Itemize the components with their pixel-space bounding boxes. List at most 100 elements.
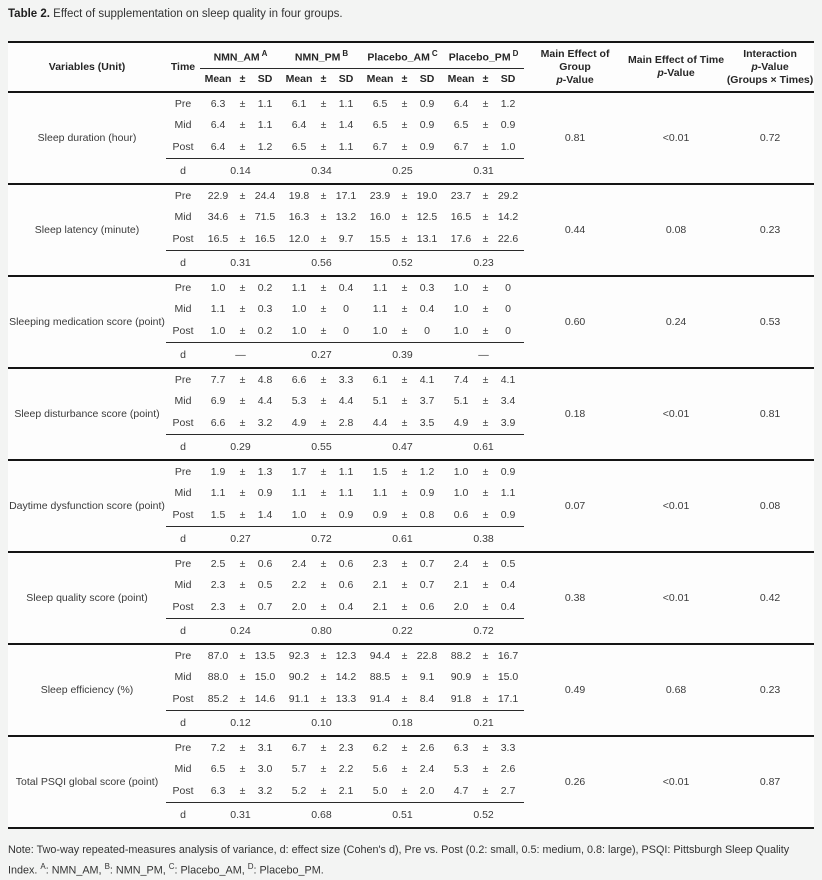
group-superscript: C (431, 48, 438, 58)
header-row-groups: Variables (Unit) Time NMN_AM A NMN_PM B Pl… (8, 42, 815, 93)
sd-value: 3.5 (411, 412, 444, 435)
sd-value: 3.1 (257, 741, 273, 754)
col-header-plus-minus: ± (317, 68, 331, 93)
plus-minus-symbol: ± (482, 579, 489, 591)
plus-minus-symbol: ± (320, 303, 327, 315)
col-header-plus-minus: ± (398, 68, 412, 93)
mean-value: 23.9 (369, 189, 391, 202)
col-header-mean: Mean (281, 68, 318, 93)
p-value-group: 0.26 (524, 736, 627, 829)
plus-minus-symbol: ± (320, 465, 327, 478)
effect-size-label: d (166, 434, 200, 461)
effect-size-value: 0.21 (443, 710, 525, 737)
p-value-group: 0.07 (524, 460, 627, 553)
p-value-group: 0.49 (524, 644, 627, 737)
sd-value: 0.4 (338, 281, 354, 294)
sd-value: 1.2 (249, 136, 282, 159)
sd-value: 3.3 (338, 373, 354, 386)
mean-value: 88.5 (369, 671, 391, 683)
sd-value: 16.7 (497, 649, 519, 662)
mean-value: 6.6 (291, 373, 307, 386)
mean-value: 2.3 (372, 557, 388, 570)
sd-value: 3.2 (249, 412, 282, 435)
sd-value: 0.9 (419, 119, 435, 131)
plus-minus-symbol: ± (320, 189, 327, 202)
variable-name: Sleep duration (hour) (8, 92, 166, 185)
measure-row: Sleep latency (minute) Pre 22.9 ±24.4 19.8 ±1… (8, 184, 815, 277)
p-value-interaction: 0.08 (726, 460, 815, 553)
plus-minus-symbol: ± (482, 119, 489, 131)
plus-minus-symbol: ± (317, 688, 331, 711)
mean-value: 5.0 (362, 780, 399, 803)
sd-value: 1.1 (257, 119, 273, 131)
effect-size-value: 0.55 (281, 434, 363, 461)
effect-size-label: d (166, 158, 200, 185)
plus-minus-symbol: ± (239, 395, 246, 407)
sd-value: 15.0 (497, 671, 519, 683)
p-value-group: 0.38 (524, 552, 627, 645)
mean-value: 85.2 (200, 688, 236, 711)
sd-value: 19.0 (416, 189, 438, 202)
sd-value: 0.9 (419, 487, 435, 499)
measure-row: Post 6.4 ±1.2 6.5 ±1.1 6.7 ±0.9 6.7 ±1.0 (8, 136, 814, 159)
sd-value: 16.5 (249, 228, 282, 251)
mean-value: 1.0 (453, 303, 469, 315)
plus-minus-symbol: ± (320, 395, 327, 407)
col-header-group-placebo-pm: Placebo_PM D (443, 42, 525, 69)
table-body: Sleep duration (hour) Pre 6.3 ±1.1 6.1 ±1.1 6.… (8, 92, 815, 829)
plus-minus-symbol: ± (482, 373, 489, 386)
sd-value: 0 (330, 320, 363, 343)
mean-value: 23.7 (450, 189, 472, 202)
plus-minus-symbol: ± (239, 119, 246, 131)
p-symbol: p (556, 73, 563, 86)
sd-value: 0.2 (257, 281, 273, 294)
plus-minus-symbol: ± (317, 596, 331, 619)
note-def-a: : NMN_AM, (45, 864, 102, 877)
sd-value: 0 (505, 303, 511, 315)
effect-size-value: 0.23 (443, 250, 525, 277)
p-value-interaction: 0.42 (726, 552, 815, 645)
time-label: Post (166, 596, 200, 619)
plus-minus-symbol: ± (239, 487, 246, 499)
sd-value: 0.6 (338, 579, 354, 591)
sd-value: 3.4 (500, 395, 516, 407)
plus-minus-symbol: ± (320, 119, 327, 131)
mean-value: 91.1 (281, 688, 318, 711)
sd-value: 2.6 (500, 763, 516, 775)
mean-value: 5.7 (291, 763, 307, 775)
sd-value: 2.7 (492, 780, 525, 803)
plus-minus-symbol: ± (398, 688, 412, 711)
p-header-line: p-Value (726, 61, 814, 74)
col-header-sd: SD (330, 68, 363, 93)
time-label: Pre (174, 97, 192, 110)
plus-minus-symbol: ± (479, 412, 493, 435)
p-value-word: -Value (757, 60, 789, 73)
table-caption-text: Effect of supplementation on sleep quali… (53, 8, 343, 20)
sd-value: 0 (505, 281, 511, 294)
sd-value: 1.2 (419, 465, 435, 478)
measure-row: Mid 34.6 ±71.5 16.3 ±13.2 16.0 ±12.5 16.5 ±14.2 (8, 206, 814, 228)
mean-value: 1.1 (372, 487, 388, 499)
plus-minus-symbol: ± (398, 228, 412, 251)
plus-minus-symbol: ± (317, 136, 331, 159)
plus-minus-symbol: ± (317, 780, 331, 803)
sd-value: 0.3 (419, 281, 435, 294)
sd-value: 0.4 (330, 596, 363, 619)
p-symbol: p (751, 60, 758, 73)
plus-minus-symbol: ± (239, 281, 246, 294)
p-value-interaction: 0.72 (726, 92, 815, 185)
variable-name: Sleep latency (minute) (8, 184, 166, 277)
sd-value: 0.9 (500, 119, 516, 131)
group-superscript: A (261, 48, 268, 58)
measure-row: Post 1.5 ±1.4 1.0 ±0.9 0.9 ±0.8 0.6 ±0.9 (8, 504, 814, 527)
measure-row: Post 2.3 ±0.7 2.0 ±0.4 2.1 ±0.6 2.0 ±0.4 (8, 596, 814, 619)
p-value-interaction: 0.81 (726, 368, 815, 461)
effect-size-row: d 0.12 0.10 0.18 0.21 (8, 710, 814, 737)
mean-value: 6.3 (453, 741, 469, 754)
time-label: Pre (174, 741, 192, 754)
col-header-sd: SD (411, 68, 444, 93)
p-value-group: 0.44 (524, 184, 627, 277)
sd-value: 13.2 (335, 211, 357, 223)
plus-minus-symbol: ± (479, 320, 493, 343)
mean-value: 2.0 (443, 596, 480, 619)
